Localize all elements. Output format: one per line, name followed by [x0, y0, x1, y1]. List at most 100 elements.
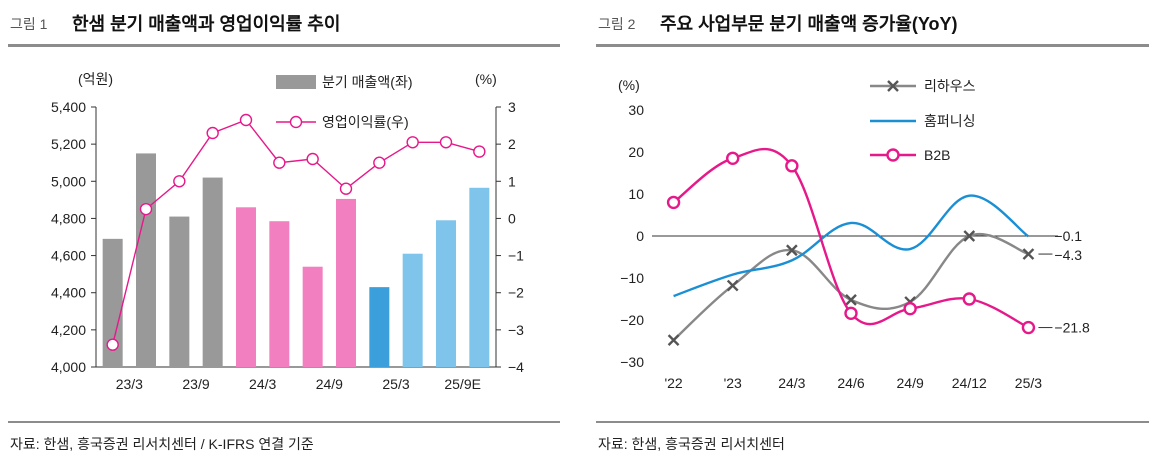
- right-axis-tick-label: 0: [508, 210, 516, 226]
- revenue-bar: [202, 177, 223, 367]
- rehouse-marker: [845, 293, 857, 306]
- revenue-bar: [336, 198, 356, 367]
- figure-1-number: 그림 1: [10, 16, 48, 32]
- y-axis-tick-label: −10: [620, 270, 644, 286]
- y-axis-tick-label: −30: [620, 354, 644, 370]
- x-axis-tick-label: 24/9: [316, 376, 343, 392]
- left-axis-tick-label: 4,000: [51, 359, 86, 375]
- b2b-marker: [785, 159, 799, 173]
- left-axis-unit: (억원): [78, 71, 113, 87]
- revenue-bar: [436, 220, 456, 367]
- revenue-bar: [402, 253, 423, 367]
- revenue-margin-chart: (억원) (%) 4,000 4,200 4,400 4,600 4,800 5,000 5,2…: [51, 71, 524, 392]
- x-axis-tick-label: '22: [664, 375, 682, 391]
- margin-point: [439, 136, 453, 149]
- margin-point: [173, 175, 186, 188]
- margin-point: [139, 202, 153, 216]
- revenue-bar: [169, 216, 190, 367]
- b2b-marker: [903, 301, 917, 316]
- legend-line-marker: [289, 115, 303, 129]
- legend-rehouse-marker: [887, 80, 899, 92]
- right-axis-tick-label: −2: [508, 285, 524, 301]
- figure-2-source: 자료: 한샘, 흥국증권 리서치센터: [598, 436, 785, 452]
- y-axis-tick-label: 10: [628, 186, 644, 202]
- figure-2-top-rule: [596, 44, 1149, 47]
- rehouse-marker: [726, 279, 739, 292]
- margin-point: [473, 145, 486, 158]
- rehouse-line: [672, 233, 1029, 342]
- x-axis-tick-label: 25/3: [1015, 375, 1042, 391]
- revenue-bar: [236, 207, 256, 367]
- figure-1-title: 한샘 분기 매출액과 영업이익률 추이: [72, 14, 341, 34]
- margin-point: [406, 136, 419, 149]
- margin-line: [111, 119, 480, 345]
- right-axis-tick-label: −3: [508, 322, 524, 338]
- revenue-bar: [269, 221, 290, 367]
- x-axis-tick-label: 25/3: [382, 376, 409, 392]
- rehouse-marker: [667, 334, 680, 347]
- margin-point: [273, 156, 286, 169]
- x-axis-tick-label: 24/3: [249, 376, 276, 392]
- legend-bar-label: 분기 매출액(좌): [322, 74, 413, 90]
- figure-2-bottom-rule: [596, 421, 1149, 423]
- figure-2-header: 그림 2 주요 사업부문 분기 매출액 증가율(YoY): [598, 8, 1149, 38]
- right-axis-tick-label: −1: [508, 248, 524, 264]
- legend-b2b-marker: [886, 148, 900, 162]
- left-axis-tick-label: 5,000: [51, 173, 86, 189]
- legend-bar-swatch: [276, 75, 316, 89]
- revenue-bar: [302, 266, 323, 367]
- x-axis-tick-label: 24/12: [952, 375, 987, 391]
- rehouse-end-label: −4.3: [1054, 247, 1082, 263]
- rehouse-marker: [786, 244, 798, 257]
- figure-2-panel: 그림 2 주요 사업부문 분기 매출액 증가율(YoY) (%) −30 −20 −1…: [588, 0, 1149, 470]
- x-axis-tick-label: 25/9E: [444, 376, 481, 392]
- y-axis-tick-label: 20: [628, 144, 644, 160]
- b2b-marker: [1021, 320, 1036, 335]
- segment-growth-chart: (%) −30 −20 −10 0 10 20 30 '22 '23 24/3 24/6 24/9 24/…: [618, 77, 1090, 391]
- b2b-marker: [726, 151, 740, 166]
- y-axis-tick-label: 0: [636, 228, 644, 244]
- margin-point: [239, 113, 253, 127]
- figure-2-title: 주요 사업부문 분기 매출액 증가율(YoY): [660, 14, 958, 34]
- b2b-marker: [666, 195, 681, 210]
- legend-home-furnishing-label: 홈퍼니싱: [924, 113, 976, 129]
- figure-1-top-rule: [8, 44, 560, 47]
- left-axis-tick-label: 5,200: [51, 136, 86, 152]
- margin-point: [373, 156, 386, 169]
- revenue-bar: [136, 153, 156, 367]
- revenue-bar: [102, 238, 123, 367]
- right-axis-tick-label: 1: [508, 173, 516, 189]
- right-axis-unit: (%): [475, 71, 497, 87]
- right-axis-tick-label: 2: [508, 136, 516, 152]
- left-axis-tick-label: 5,400: [51, 99, 86, 115]
- figure-1-panel: 그림 1 한샘 분기 매출액과 영업이익률 추이 (억원) (%) 4,000 4,2…: [0, 0, 560, 470]
- revenue-bar: [369, 287, 390, 367]
- x-axis-tick-label: 23/9: [182, 376, 209, 392]
- margin-point: [206, 126, 219, 140]
- figure-1-header: 그림 1 한샘 분기 매출액과 영업이익률 추이: [10, 8, 560, 38]
- b2b-end-label: −21.8: [1054, 320, 1090, 336]
- home-furnishing-end-label: −0.1: [1054, 228, 1082, 244]
- legend-rehouse-label: 리하우스: [924, 78, 976, 94]
- x-axis-tick-label: 24/3: [778, 375, 805, 391]
- left-axis-tick-label: 4,800: [51, 210, 86, 226]
- figure-2-number: 그림 2: [598, 16, 636, 32]
- b2b-marker: [844, 306, 858, 320]
- left-axis-tick-label: 4,400: [51, 285, 86, 301]
- home-furnishing-line: [673, 194, 1030, 298]
- rehouse-marker: [1022, 248, 1035, 260]
- right-axis-tick-label: −4: [508, 359, 524, 375]
- margin-point: [306, 152, 319, 166]
- left-axis-tick-label: 4,200: [51, 322, 86, 338]
- legend-b2b-label: B2B: [924, 147, 950, 163]
- b2b-marker: [962, 292, 976, 306]
- x-axis-tick-label: '23: [724, 375, 742, 391]
- figure-1-bottom-rule: [8, 421, 560, 423]
- margin-point: [106, 338, 119, 351]
- legend-line-label: 영업이익률(우): [322, 114, 409, 130]
- margin-point: [339, 182, 353, 195]
- figure-1-source: 자료: 한샘, 흥국증권 리서치센터 / K-IFRS 연결 기준: [10, 436, 314, 452]
- left-axis-tick-label: 4,600: [51, 248, 86, 264]
- revenue-bar: [469, 187, 490, 367]
- x-axis-tick-label: 23/3: [116, 376, 143, 392]
